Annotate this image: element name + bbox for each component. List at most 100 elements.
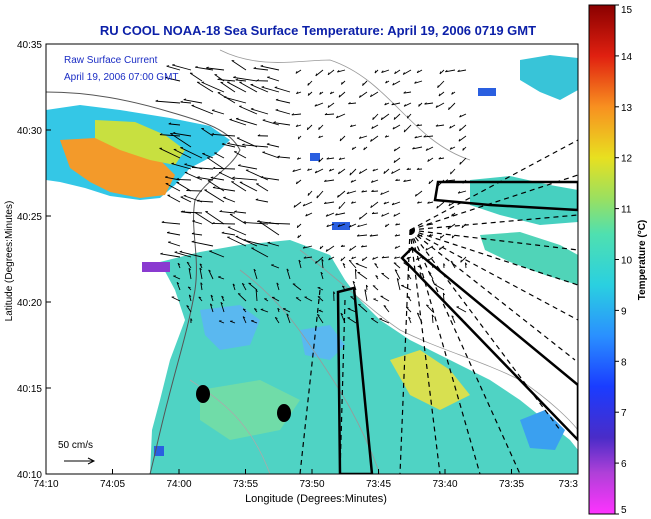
current-vector xyxy=(186,261,192,269)
current-vector xyxy=(198,296,203,302)
current-vector-head xyxy=(306,127,309,130)
current-vector xyxy=(347,308,357,313)
x-axis-label: Longitude (Degrees:Minutes) xyxy=(245,493,387,505)
current-vector xyxy=(381,256,390,259)
current-vector-head xyxy=(338,206,340,209)
current-vector xyxy=(307,190,313,196)
current-vector xyxy=(303,256,313,259)
current-vector xyxy=(201,127,214,137)
current-vector-head xyxy=(176,282,180,285)
current-vector-head xyxy=(317,314,320,316)
current-vector-head xyxy=(236,117,239,120)
current-vector xyxy=(350,124,357,128)
current-vector-head xyxy=(277,307,280,311)
current-vector xyxy=(354,269,357,280)
current-vector xyxy=(180,101,192,104)
current-vector xyxy=(349,223,357,228)
current-vector-head xyxy=(372,257,375,260)
current-vector xyxy=(457,69,467,72)
current-vector xyxy=(200,282,203,291)
current-vector xyxy=(338,157,346,161)
current-vector-head xyxy=(221,142,225,145)
current-vector-head xyxy=(260,176,264,178)
current-vector xyxy=(306,124,313,131)
current-vector xyxy=(428,271,434,280)
current-vector xyxy=(436,201,445,209)
current-vector xyxy=(445,179,456,182)
current-vector xyxy=(451,315,456,324)
current-vector xyxy=(412,146,423,150)
current-vector xyxy=(371,179,379,183)
current-vector xyxy=(362,80,368,86)
current-vector xyxy=(167,194,181,203)
current-vector-head xyxy=(449,147,452,150)
current-vector xyxy=(425,304,434,313)
current-vector xyxy=(407,296,412,302)
current-vector-head xyxy=(358,303,361,306)
current-vector xyxy=(317,296,324,302)
current-vector-head xyxy=(253,67,257,69)
sst-east-patch-3 xyxy=(520,410,565,450)
current-vector xyxy=(239,81,258,93)
current-vector xyxy=(370,201,379,209)
current-vector-head xyxy=(166,231,170,234)
sst-warm-patch xyxy=(60,138,175,198)
current-vector-head xyxy=(338,94,341,98)
current-vector xyxy=(210,294,214,302)
current-vector-head xyxy=(242,316,246,319)
current-vector xyxy=(359,168,368,175)
current-vector-head xyxy=(428,271,432,274)
current-vector xyxy=(255,199,269,203)
current-vector-head xyxy=(383,171,386,174)
y-tick-label: 40:25 xyxy=(17,212,42,223)
current-vector xyxy=(177,262,181,269)
current-vector-head xyxy=(403,104,406,107)
current-vector xyxy=(315,69,324,77)
current-vector-head xyxy=(256,79,260,82)
current-vector xyxy=(173,148,192,159)
current-vector xyxy=(188,294,192,302)
current-vector xyxy=(314,168,324,174)
current-vector xyxy=(273,122,291,126)
current-vector-head xyxy=(371,211,375,214)
current-vector xyxy=(250,84,269,93)
current-vector-head xyxy=(325,214,328,217)
current-vector xyxy=(209,303,214,313)
current-vector-head xyxy=(180,100,183,103)
current-vector xyxy=(380,295,390,302)
current-vector-head xyxy=(210,303,213,306)
current-vector xyxy=(191,167,214,170)
colorbar-tick-label: 13 xyxy=(621,103,633,114)
current-vector-head xyxy=(208,269,211,272)
current-vector xyxy=(338,91,346,98)
current-vector xyxy=(326,223,335,228)
current-vector xyxy=(459,113,467,118)
current-vector-head xyxy=(363,147,365,151)
current-vector xyxy=(304,296,313,302)
current-vector xyxy=(392,80,401,86)
current-vector-head xyxy=(416,167,420,170)
current-vector xyxy=(314,102,324,107)
current-vector xyxy=(405,306,412,313)
current-vector xyxy=(335,212,346,216)
current-vector xyxy=(209,250,225,258)
current-vector-head xyxy=(165,176,168,178)
sst-blue-pixel-3 xyxy=(478,88,496,96)
current-vector xyxy=(172,132,192,137)
current-vector xyxy=(316,314,324,324)
current-vector-head xyxy=(342,285,345,288)
current-vector-head xyxy=(326,157,329,160)
current-vector-head xyxy=(198,296,202,299)
current-vector-head xyxy=(260,64,264,67)
current-vector xyxy=(170,132,192,148)
current-vector xyxy=(211,133,236,137)
current-vector-head xyxy=(217,78,221,80)
current-vector xyxy=(427,157,434,162)
current-vector xyxy=(237,293,247,302)
current-vector xyxy=(267,76,280,82)
current-vector-head xyxy=(448,203,451,206)
current-vector-head xyxy=(435,124,439,127)
colorbar-tick-label: 14 xyxy=(621,52,633,63)
current-vector-head xyxy=(333,291,336,294)
